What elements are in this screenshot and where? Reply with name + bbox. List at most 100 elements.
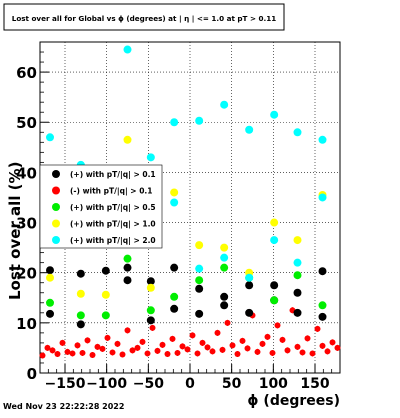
data-point <box>293 128 302 137</box>
data-point <box>149 324 156 331</box>
data-point <box>220 301 229 310</box>
data-point <box>264 333 271 340</box>
data-point <box>146 153 155 162</box>
y-tick-label: 40 <box>16 164 37 182</box>
data-point <box>220 100 229 109</box>
data-point <box>144 350 151 357</box>
data-point <box>123 254 132 263</box>
data-point <box>254 348 261 355</box>
data-point <box>309 350 316 357</box>
x-tick-label: −50 <box>133 376 164 392</box>
x-axis-label: ϕ (degrees) <box>247 393 340 409</box>
data-point <box>139 338 146 345</box>
data-point <box>244 345 251 352</box>
y-tick-label: 10 <box>16 315 37 333</box>
data-point <box>270 218 279 227</box>
data-point <box>146 316 155 325</box>
data-point <box>293 258 302 267</box>
data-point <box>299 349 306 356</box>
data-point <box>293 271 302 280</box>
x-tick-label: 150 <box>300 376 329 392</box>
data-point <box>204 344 211 351</box>
data-point <box>220 243 229 252</box>
data-point <box>318 312 327 321</box>
data-point <box>119 351 126 358</box>
legend-label: (+) with pT/|q| > 1.0 <box>70 220 156 230</box>
data-point <box>219 346 226 353</box>
x-tick-label: 100 <box>259 376 288 392</box>
data-point <box>324 348 331 355</box>
data-point <box>39 352 46 359</box>
data-point <box>279 336 286 343</box>
data-point <box>84 337 91 344</box>
data-point <box>189 332 196 339</box>
data-point <box>195 241 204 250</box>
x-tick-label: 50 <box>222 376 242 392</box>
data-point <box>234 350 241 357</box>
legend-marker <box>52 203 60 211</box>
y-tick-label: 60 <box>16 64 37 82</box>
data-point <box>270 296 279 305</box>
data-point <box>274 322 281 329</box>
legend-label: (+) with pT/|q| > 0.5 <box>70 203 156 213</box>
y-tick-label: 0 <box>27 365 37 383</box>
data-point <box>89 351 96 358</box>
data-point <box>220 253 229 262</box>
legend-marker <box>52 236 60 244</box>
data-point <box>46 266 54 275</box>
data-point <box>69 350 76 357</box>
y-axis-label: Lost over all (%) <box>6 162 24 300</box>
data-point <box>170 188 179 197</box>
data-point <box>94 343 101 350</box>
timestamp: Wed Nov 23 22:22:28 2022 <box>3 402 124 411</box>
data-point <box>46 309 54 318</box>
data-point <box>114 340 121 347</box>
data-point <box>239 337 246 344</box>
data-point <box>170 198 179 207</box>
data-point <box>195 264 204 273</box>
data-point <box>319 342 326 349</box>
data-point <box>195 116 204 125</box>
data-point <box>195 276 204 285</box>
data-point <box>169 335 176 342</box>
data-point <box>245 281 254 290</box>
data-point <box>220 263 229 272</box>
legend-marker <box>52 219 60 228</box>
data-point <box>59 339 66 346</box>
data-point <box>224 319 231 326</box>
y-tick-label: 50 <box>16 114 37 132</box>
data-point <box>154 347 161 354</box>
data-point <box>284 347 291 354</box>
data-point <box>293 288 302 297</box>
data-point <box>184 346 191 353</box>
data-point <box>129 347 136 354</box>
x-tick-label: −100 <box>86 376 127 392</box>
legend-marker <box>52 186 60 195</box>
legend: (+) with pT/|q| > 0.1 (-) with pT/|q| > 0… <box>39 164 163 249</box>
data-point <box>99 345 106 352</box>
data-point <box>134 344 141 351</box>
data-point <box>79 349 86 356</box>
data-point <box>76 289 85 298</box>
data-point <box>76 320 85 329</box>
data-point <box>270 281 279 290</box>
legend-label: (+) with pT/|q| > 0.1 <box>70 170 156 180</box>
data-point <box>318 267 327 276</box>
data-point <box>259 340 266 347</box>
data-point <box>294 343 301 350</box>
data-point <box>164 350 171 357</box>
data-point <box>179 343 186 350</box>
data-point <box>44 344 51 351</box>
data-point <box>170 118 179 127</box>
data-point <box>123 276 132 285</box>
title-box <box>3 3 285 31</box>
y-tick-label: 30 <box>16 215 37 233</box>
legend-label: (+) with pT/|q| > 2.0 <box>70 236 156 246</box>
data-point <box>76 269 85 278</box>
legend-marker <box>52 170 60 178</box>
data-point <box>194 350 201 357</box>
data-point <box>214 329 221 336</box>
data-point <box>124 327 131 334</box>
data-point <box>146 277 155 286</box>
